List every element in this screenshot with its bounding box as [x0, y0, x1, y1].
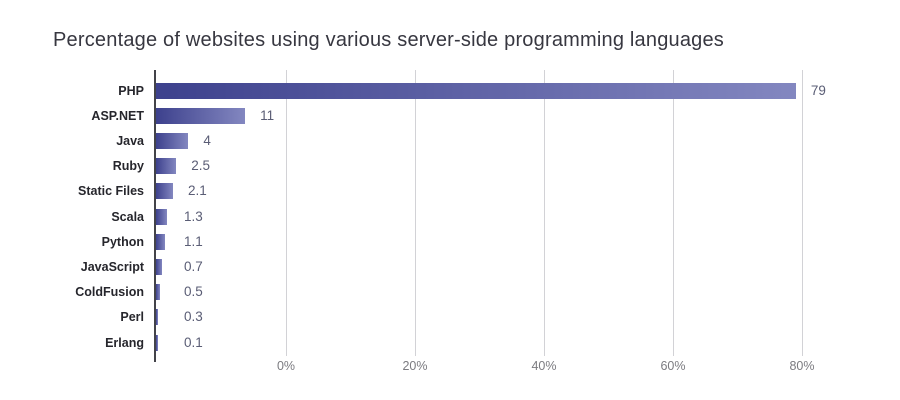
category-label-python: Python — [101, 234, 144, 249]
category-label-coldfusion: ColdFusion — [75, 285, 144, 300]
x-tick-label: 60% — [660, 359, 686, 373]
bar-perl — [156, 309, 159, 326]
value-label-php: 79 — [810, 82, 826, 98]
category-label-asp-net: ASP.NET — [91, 108, 144, 123]
gridline-80% — [801, 70, 803, 356]
category-label-scala: Scala — [111, 209, 144, 224]
x-tick-label: 80% — [789, 359, 815, 373]
category-label-static-files: Static Files — [78, 184, 144, 199]
bar-python — [156, 233, 165, 250]
gridline-20% — [414, 70, 416, 356]
x-tick-label: 20% — [402, 359, 428, 373]
bar-coldfusion — [156, 284, 161, 301]
category-label-java: Java — [116, 134, 144, 148]
value-label-static-files: 2.1 — [188, 183, 207, 199]
value-label-asp-net: 11 — [260, 107, 275, 123]
chart-title: Percentage of websites using various ser… — [53, 29, 725, 51]
value-label-coldfusion: 0.5 — [184, 284, 203, 300]
value-label-perl: 0.3 — [184, 309, 203, 325]
value-label-python: 1.1 — [184, 233, 203, 249]
value-label-java: 4 — [203, 133, 211, 148]
gridline-0% — [285, 70, 287, 356]
bar-ruby — [156, 158, 177, 175]
value-label-erlang: 0.1 — [184, 334, 203, 350]
gridline-60% — [672, 70, 674, 356]
value-label-ruby: 2.5 — [191, 158, 211, 174]
value-label-scala: 1.3 — [184, 208, 203, 224]
bar-java — [156, 133, 189, 149]
category-label-ruby: Ruby — [112, 159, 144, 174]
x-tick-label: 0% — [276, 359, 296, 373]
x-tick-label: 40% — [531, 359, 557, 373]
bar-javascript — [156, 259, 162, 275]
category-label-erlang: Erlang — [105, 335, 144, 350]
bar-scala — [156, 208, 167, 225]
category-label-perl: Perl — [120, 310, 144, 325]
category-label-php: PHP — [118, 83, 144, 98]
bar-php — [156, 82, 796, 99]
gridline-40% — [543, 70, 545, 356]
bar-erlang — [156, 334, 158, 351]
y-axis-line — [154, 70, 156, 362]
category-label-javascript: JavaScript — [80, 260, 144, 274]
bar-static-files — [156, 183, 173, 200]
value-label-javascript: 0.7 — [184, 259, 203, 274]
bar-asp-net — [156, 107, 246, 124]
